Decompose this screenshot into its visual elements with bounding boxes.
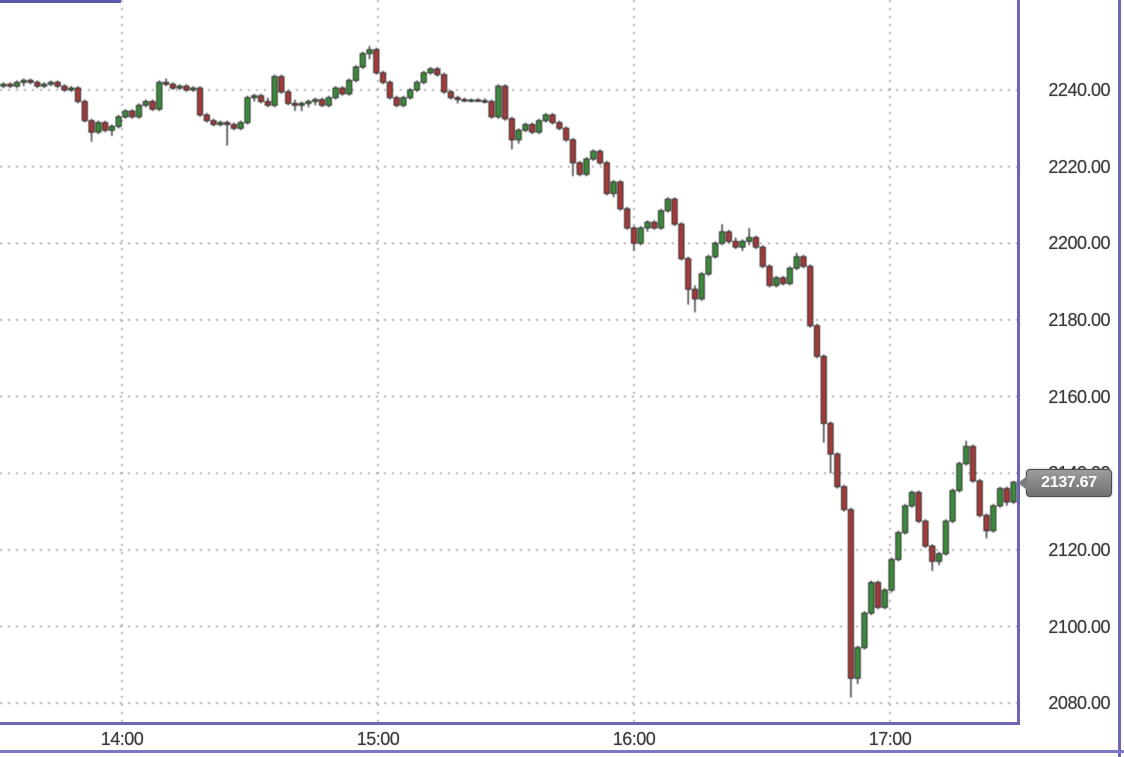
price-tag-value: 2137.67 <box>1041 474 1097 492</box>
price-axis-label: 2100.00 <box>1048 616 1110 637</box>
candlestick-chart[interactable] <box>0 0 1019 723</box>
price-axis-label: 2180.00 <box>1048 309 1110 330</box>
window-bottom-border <box>0 750 1124 753</box>
chart-bottom-border <box>0 722 1020 725</box>
price-axis[interactable]: 2240.002220.002200.002180.002160.002140.… <box>1020 0 1118 723</box>
time-axis-label: 16:00 <box>612 729 656 749</box>
time-axis-label: 15:00 <box>356 729 400 749</box>
time-axis[interactable]: 14:00 15:00 16:00 17:00 <box>0 726 1118 750</box>
time-axis-label: 17:00 <box>868 729 912 749</box>
price-axis-label: 2220.00 <box>1048 156 1110 177</box>
price-axis-label: 2160.00 <box>1048 386 1110 407</box>
last-price-tag: 2137.67 <box>1018 469 1112 498</box>
price-axis-label: 2080.00 <box>1048 693 1110 714</box>
price-tag-arrow-icon <box>1018 476 1027 491</box>
price-axis-label: 2120.00 <box>1048 539 1110 560</box>
chart-plot-area[interactable] <box>0 0 1019 723</box>
top-window-border <box>0 0 121 3</box>
price-axis-label: 2200.00 <box>1048 233 1110 254</box>
price-axis-border <box>1017 0 1020 723</box>
price-axis-label: 2240.00 <box>1048 80 1110 100</box>
window-right-border <box>1118 0 1121 757</box>
time-axis-label: 14:00 <box>100 729 144 749</box>
